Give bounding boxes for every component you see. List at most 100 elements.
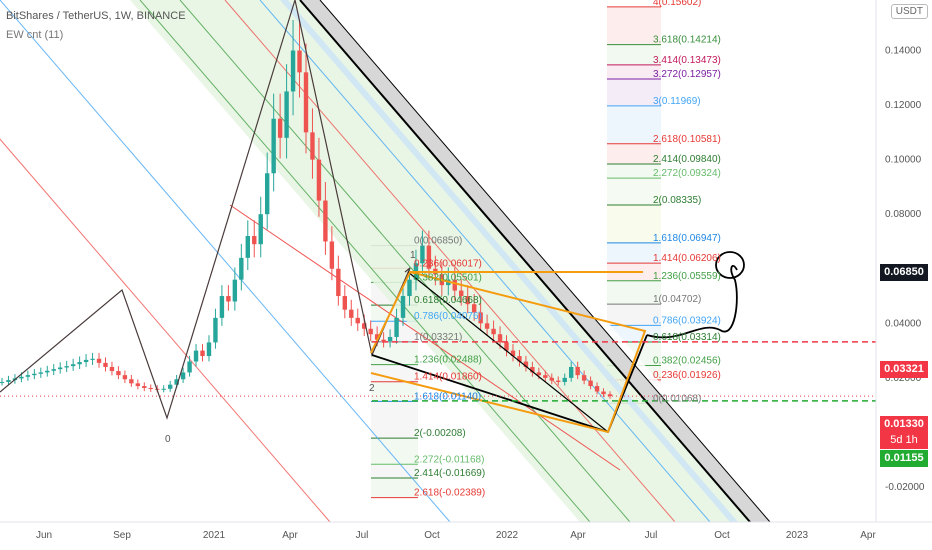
- candle-body: [465, 296, 470, 305]
- fib-right-label: 1(0.04702): [653, 294, 701, 305]
- fib-right-label: 0.618(0.03314): [653, 332, 721, 343]
- fib-right-label: 2.272(0.09324): [653, 168, 721, 179]
- candle-body: [245, 236, 250, 258]
- fib-mid-label: 2.618(-0.02389): [414, 488, 485, 499]
- target-circle: [715, 251, 745, 279]
- channel-outer-line: [319, 0, 771, 523]
- price-tag-countdown: 5d 1h: [880, 432, 928, 449]
- candle-body: [581, 375, 587, 381]
- fib-mid-label: 0.618(0.04668): [414, 295, 482, 306]
- price-tag-dashed-red: 0.03321: [880, 361, 928, 378]
- candle-body: [116, 371, 121, 376]
- candle-body: [594, 386, 600, 392]
- candle-body: [6, 380, 11, 382]
- fib-right-label: 1.414(0.06206): [653, 253, 721, 264]
- price-axis-label: 0.14000: [885, 46, 922, 57]
- candle-body: [607, 394, 613, 397]
- candle-body: [355, 317, 360, 324]
- candle-body: [556, 380, 561, 382]
- candle-body: [349, 309, 354, 318]
- candle-body: [297, 50, 302, 73]
- fib-mid-label: 0(0.06850): [414, 236, 462, 247]
- fib-zone: [607, 143, 661, 165]
- time-axis-label: Apr: [282, 530, 298, 541]
- wave-label-0: 0: [165, 434, 171, 445]
- time-axis-label: 2023: [786, 530, 809, 541]
- candle-body: [303, 72, 309, 133]
- price-axis-label: 0.16000: [885, 0, 922, 2]
- candle-body: [549, 377, 554, 381]
- candle-body: [122, 375, 128, 380]
- price-tag-last: 0.01330: [880, 416, 928, 433]
- time-axis-label: 2022: [496, 530, 519, 541]
- orange-wedge: [370, 271, 647, 434]
- fib-mid-zone: [371, 341, 418, 365]
- candle-body: [471, 304, 477, 313]
- candle-body: [491, 328, 496, 335]
- candle-body: [167, 384, 173, 389]
- candle-body: [129, 379, 134, 384]
- price-axis-label: 0.12000: [885, 100, 922, 111]
- wedge-upper-black: [407, 271, 609, 433]
- fib-right-label: 2.414(0.09840): [653, 154, 721, 165]
- candle-body: [19, 376, 24, 379]
- fib-mid-label: 1.236(0.02488): [414, 355, 482, 366]
- candle-body: [264, 173, 270, 215]
- candle-body: [252, 236, 257, 245]
- candle-body: [226, 296, 231, 302]
- candle-body: [568, 366, 574, 378]
- fib-zone: [607, 105, 661, 144]
- candle-body: [258, 214, 263, 245]
- time-axis-label: Oct: [714, 530, 730, 541]
- candle-body: [400, 296, 406, 318]
- candle-body: [504, 342, 509, 351]
- candle-body: [83, 359, 89, 363]
- price-tag-fib-top: 0.06850: [880, 264, 928, 281]
- candle-body: [180, 372, 186, 380]
- fib-right-label: 3(0.11969): [653, 96, 701, 107]
- candle-body: [25, 375, 31, 377]
- fib-right-label: 3.272(0.12957): [653, 69, 721, 80]
- candle-body: [543, 375, 548, 378]
- fan-line: [0, 138, 331, 523]
- candle-body: [174, 379, 179, 385]
- candle-body: [45, 370, 50, 373]
- candle-body: [0, 381, 5, 383]
- price-axis-label: 0.08000: [885, 209, 922, 220]
- fib-mid-label: 2.414(-0.01669): [414, 468, 485, 479]
- time-axis-label: Apr: [860, 530, 876, 541]
- fib-mid-zone: [371, 477, 418, 498]
- time-axis-label: Oct: [424, 530, 440, 541]
- fib-right-label: 1.236(0.05559): [653, 271, 721, 282]
- candle-body: [219, 296, 225, 318]
- fib-zone: [607, 304, 661, 326]
- candle-body: [200, 350, 205, 357]
- candle-body: [310, 132, 315, 160]
- time-axis-label: Sep: [113, 530, 131, 541]
- candle-body: [387, 336, 393, 342]
- candle-body: [562, 377, 567, 382]
- fib-right-label: 3.618(0.14214): [653, 35, 721, 46]
- fib-mid-zone: [371, 401, 418, 439]
- candle-body: [484, 323, 490, 329]
- time-axis-label: Jul: [645, 530, 658, 541]
- candle-body: [497, 334, 503, 343]
- wave-label-1: 1: [410, 250, 416, 261]
- red-trend-line: [229, 204, 621, 471]
- symbol-title: BitShares / TetherUS, 1W, BINANCE: [6, 10, 186, 22]
- candle-body: [70, 364, 76, 367]
- candle-body: [394, 317, 399, 337]
- currency-button[interactable]: USDT: [890, 4, 928, 19]
- channel-grey-band: [300, 0, 770, 522]
- time-axis-label: Apr: [570, 530, 586, 541]
- fib-zone: [607, 64, 661, 79]
- fib-right-label: 0.786(0.03924): [653, 315, 721, 326]
- fib-zone: [607, 280, 661, 305]
- fib-mid-label: 0.382(0.05501): [414, 272, 482, 283]
- candle-body: [575, 366, 580, 376]
- candle-body: [426, 245, 432, 269]
- channel-upper-line: [299, 0, 751, 523]
- fib-zone: [607, 78, 661, 106]
- candle-body: [523, 361, 529, 367]
